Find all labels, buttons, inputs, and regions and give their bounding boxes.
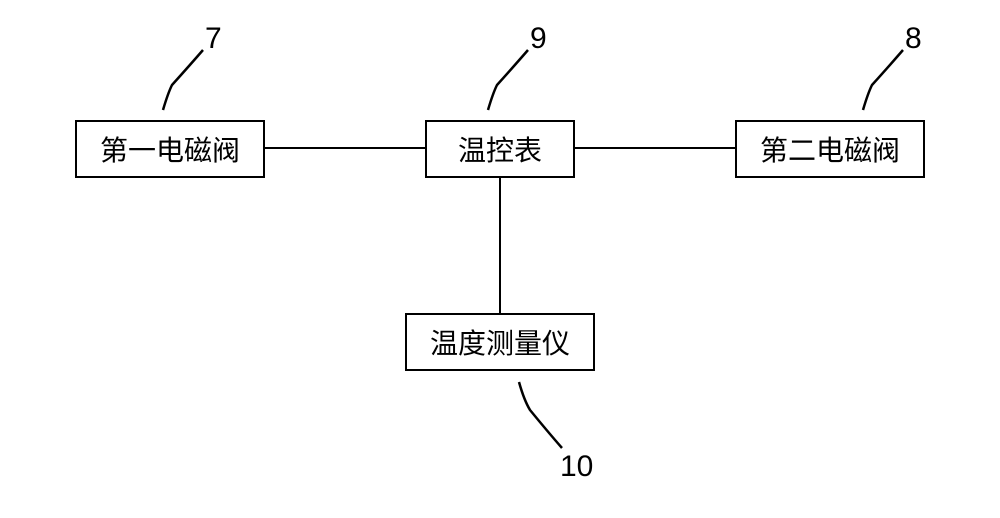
leader-9 (488, 50, 528, 110)
leader-7 (163, 50, 203, 110)
leader-8 (863, 50, 903, 110)
leader-lines (0, 0, 1000, 518)
leader-10 (519, 382, 562, 448)
